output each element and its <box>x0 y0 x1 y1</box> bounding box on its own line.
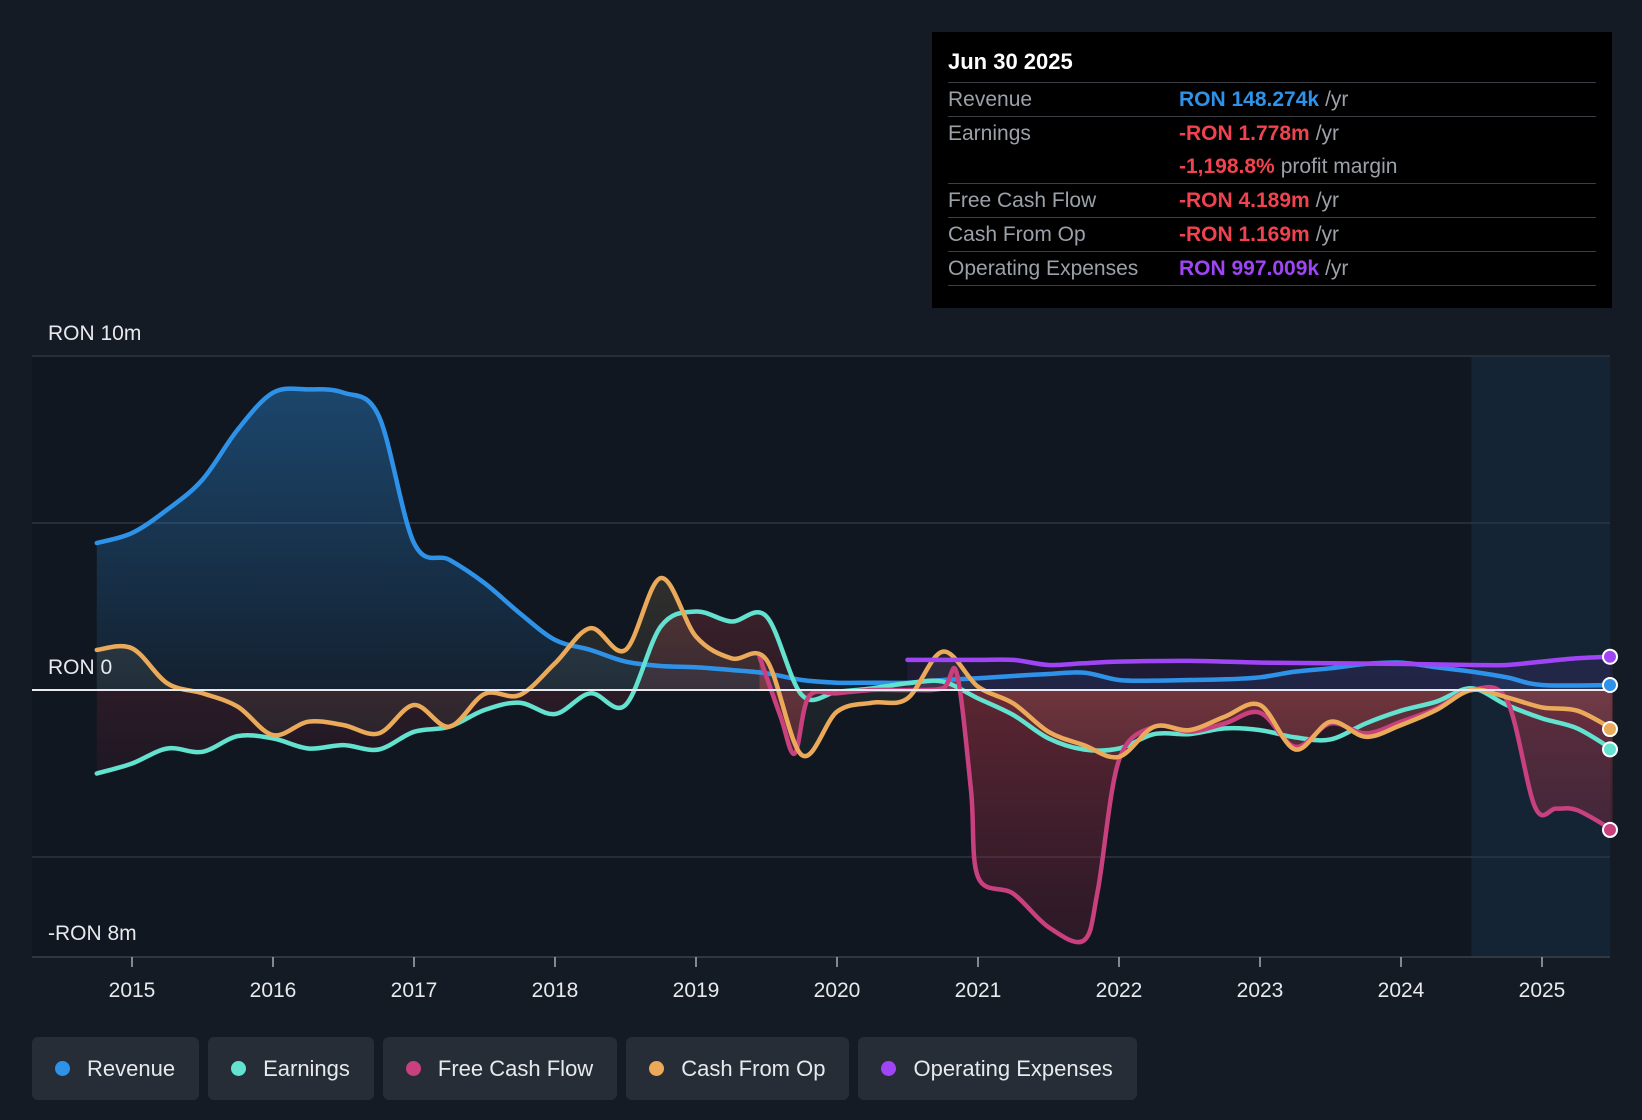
legend-item-cash-from-op[interactable]: Cash From Op <box>626 1037 850 1100</box>
legend-item-revenue[interactable]: Revenue <box>32 1037 200 1100</box>
legend-item-operating-expenses[interactable]: Operating Expenses <box>858 1037 1137 1100</box>
tooltip-row-free-cash-flow: Free Cash Flow -RON 4.189m /yr <box>948 183 1596 217</box>
legend-dot-icon <box>881 1061 897 1076</box>
x-tick-label: 2016 <box>250 979 297 1002</box>
legend-label: Revenue <box>87 1055 176 1081</box>
tooltip-date: Jun 30 2025 <box>948 49 1073 74</box>
x-tick-label: 2025 <box>1519 979 1566 1002</box>
legend-dot-icon <box>649 1061 665 1076</box>
tooltip-value: -RON 1.169m <box>1179 223 1310 246</box>
tooltip-label: Earnings <box>948 122 1031 145</box>
legend-label: Operating Expenses <box>913 1055 1113 1081</box>
tooltip-label: Cash From Op <box>948 223 1086 246</box>
legend-item-earnings[interactable]: Earnings <box>208 1037 374 1100</box>
x-tick-label: 2018 <box>532 979 579 1002</box>
legend: Revenue Earnings Free Cash Flow Cash Fro… <box>32 1037 1137 1100</box>
y-label-bottom: -RON 8m <box>48 922 137 945</box>
tooltip-row-cash-from-op: Cash From Op -RON 1.169m /yr <box>948 217 1596 251</box>
line-cash-from-op <box>94 575 1615 760</box>
tooltip-panel: Jun 30 2025 Revenue RON 148.274k /yr Ear… <box>932 32 1612 308</box>
legend-label: Free Cash Flow <box>437 1055 594 1081</box>
tooltip-label: Free Cash Flow <box>948 189 1097 212</box>
tooltip-unit: /yr <box>1315 189 1340 212</box>
area-revenue <box>96 388 1613 690</box>
legend-dot-icon <box>231 1061 247 1076</box>
line-operating-expenses <box>905 654 1615 668</box>
tooltip-row-profit-margin: -1,198.8% profit margin <box>948 150 1596 183</box>
x-tick-label: 2023 <box>1237 979 1284 1002</box>
tooltip-value: RON 997.009k <box>1179 257 1320 280</box>
legend-label: Earnings <box>263 1055 350 1081</box>
y-label-top: RON 10m <box>48 322 141 345</box>
legend-label: Cash From Op <box>681 1055 826 1081</box>
legend-dot-icon <box>405 1061 421 1076</box>
tooltip-value: -1,198.8% <box>1179 155 1275 178</box>
end-point-operating-expenses <box>1602 648 1618 665</box>
tooltip-value: -RON 1.778m <box>1179 122 1310 145</box>
x-tick-label: 2024 <box>1378 979 1425 1002</box>
tooltip-unit: /yr <box>1315 223 1340 246</box>
tooltip-value: -RON 4.189m <box>1179 189 1310 212</box>
end-point-cash-from-op <box>1602 721 1618 738</box>
end-point-free-cash-flow <box>1602 821 1618 838</box>
end-point-earnings <box>1602 741 1618 758</box>
x-tick-label: 2015 <box>109 979 156 1002</box>
tooltip-label <box>948 150 1179 183</box>
tooltip-row-revenue: Revenue RON 148.274k /yr <box>948 82 1596 116</box>
legend-dot-icon <box>55 1061 70 1076</box>
tooltip-unit: /yr <box>1325 257 1349 280</box>
end-point-revenue <box>1602 676 1618 693</box>
y-label-zero: RON 0 <box>48 656 112 679</box>
tooltip-value: RON 148.274k <box>1179 88 1320 111</box>
x-tick-label: 2019 <box>673 979 720 1002</box>
tooltip-label: Revenue <box>948 88 1033 111</box>
x-tick-label: 2022 <box>1096 979 1143 1002</box>
x-tick-label: 2017 <box>391 979 438 1002</box>
tooltip-unit: profit margin <box>1280 155 1398 178</box>
tooltip-unit: /yr <box>1325 88 1349 111</box>
legend-item-free-cash-flow[interactable]: Free Cash Flow <box>382 1037 618 1100</box>
tooltip-unit: /yr <box>1315 122 1340 145</box>
x-tick-label: 2021 <box>955 979 1002 1002</box>
tooltip-label: Operating Expenses <box>948 257 1139 280</box>
area-free-cash-flow <box>759 656 1613 943</box>
line-revenue <box>94 386 1615 688</box>
tooltip-row-operating-expenses: Operating Expenses RON 997.009k /yr <box>948 251 1596 285</box>
tooltip-row-earnings: Earnings -RON 1.778m /yr <box>948 116 1596 150</box>
tooltip-divider <box>948 285 1596 286</box>
x-tick-label: 2020 <box>814 979 861 1002</box>
